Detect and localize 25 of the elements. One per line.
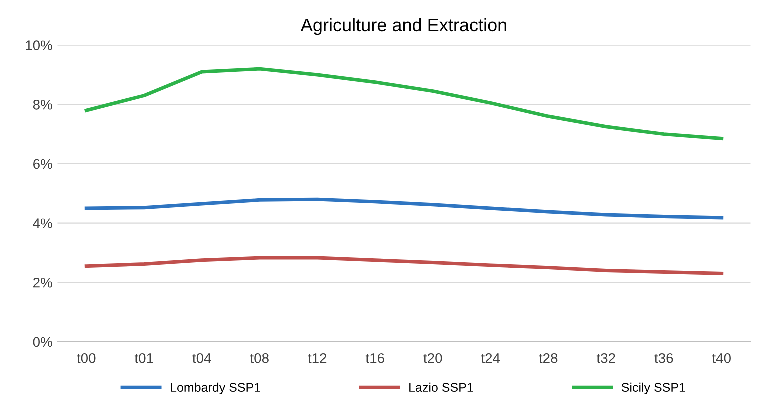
line-series <box>84 256 724 276</box>
x-tick-label: t12 <box>308 353 327 364</box>
x-tick-label: t04 <box>192 353 212 364</box>
chart-title: Agriculture and Extraction <box>300 18 506 36</box>
legend-label: Lazio SSP1 <box>410 382 474 392</box>
y-tick-label: 6% <box>34 159 52 170</box>
x-tick-label: t00 <box>77 353 96 364</box>
y-tick-label: 2% <box>34 278 52 288</box>
x-tick-label: t08 <box>250 353 269 364</box>
x-tick-label: t20 <box>424 353 442 364</box>
y-tick-label: 8% <box>33 100 52 110</box>
x-tick-label: t40 <box>712 353 731 364</box>
x-tick-label: t01 <box>134 353 154 364</box>
x-tick-label: t28 <box>539 353 558 364</box>
y-tick-label: 4% <box>33 218 52 228</box>
line-series <box>84 198 724 220</box>
x-tick-label: t24 <box>481 353 500 364</box>
legend-label: Lombardy SSP1 <box>171 382 260 395</box>
line-series <box>84 67 724 140</box>
y-tick-label: 0% <box>33 337 52 348</box>
legend-label: Sicily SSP1 <box>622 382 686 395</box>
y-tick-label: 10% <box>26 40 52 50</box>
x-tick-label: t32 <box>596 353 616 364</box>
x-tick-label: t16 <box>366 353 384 364</box>
x-tick-label: t36 <box>654 353 674 364</box>
